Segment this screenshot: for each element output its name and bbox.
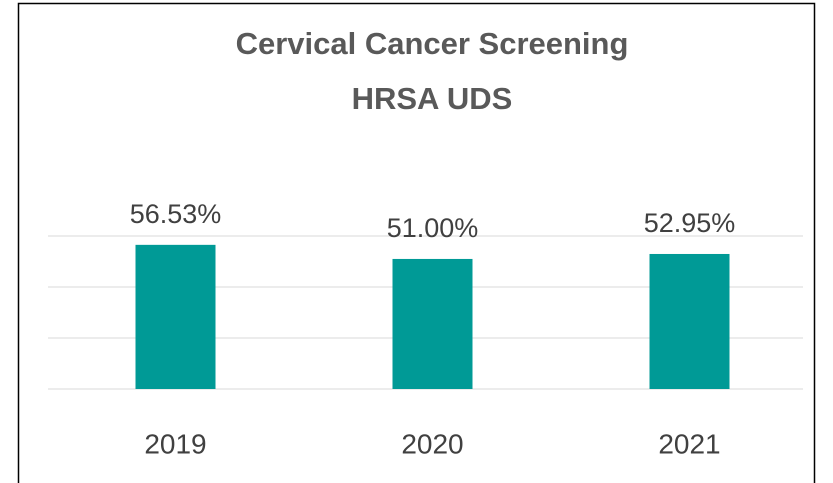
bar [135, 244, 216, 389]
x-tick-label: 2019 [144, 428, 206, 459]
x-tick-label: 2020 [401, 428, 463, 459]
bar [392, 258, 473, 389]
chart-title: HRSA UDS [352, 81, 513, 116]
data-label: 51.00% [387, 213, 479, 243]
x-tick-label: 2021 [658, 428, 720, 459]
data-label: 52.95% [644, 208, 736, 238]
data-label: 56.53% [130, 199, 222, 229]
bar [649, 253, 730, 389]
chart-title: Cervical Cancer Screening [236, 26, 629, 61]
chart-frame [17, 2, 816, 483]
